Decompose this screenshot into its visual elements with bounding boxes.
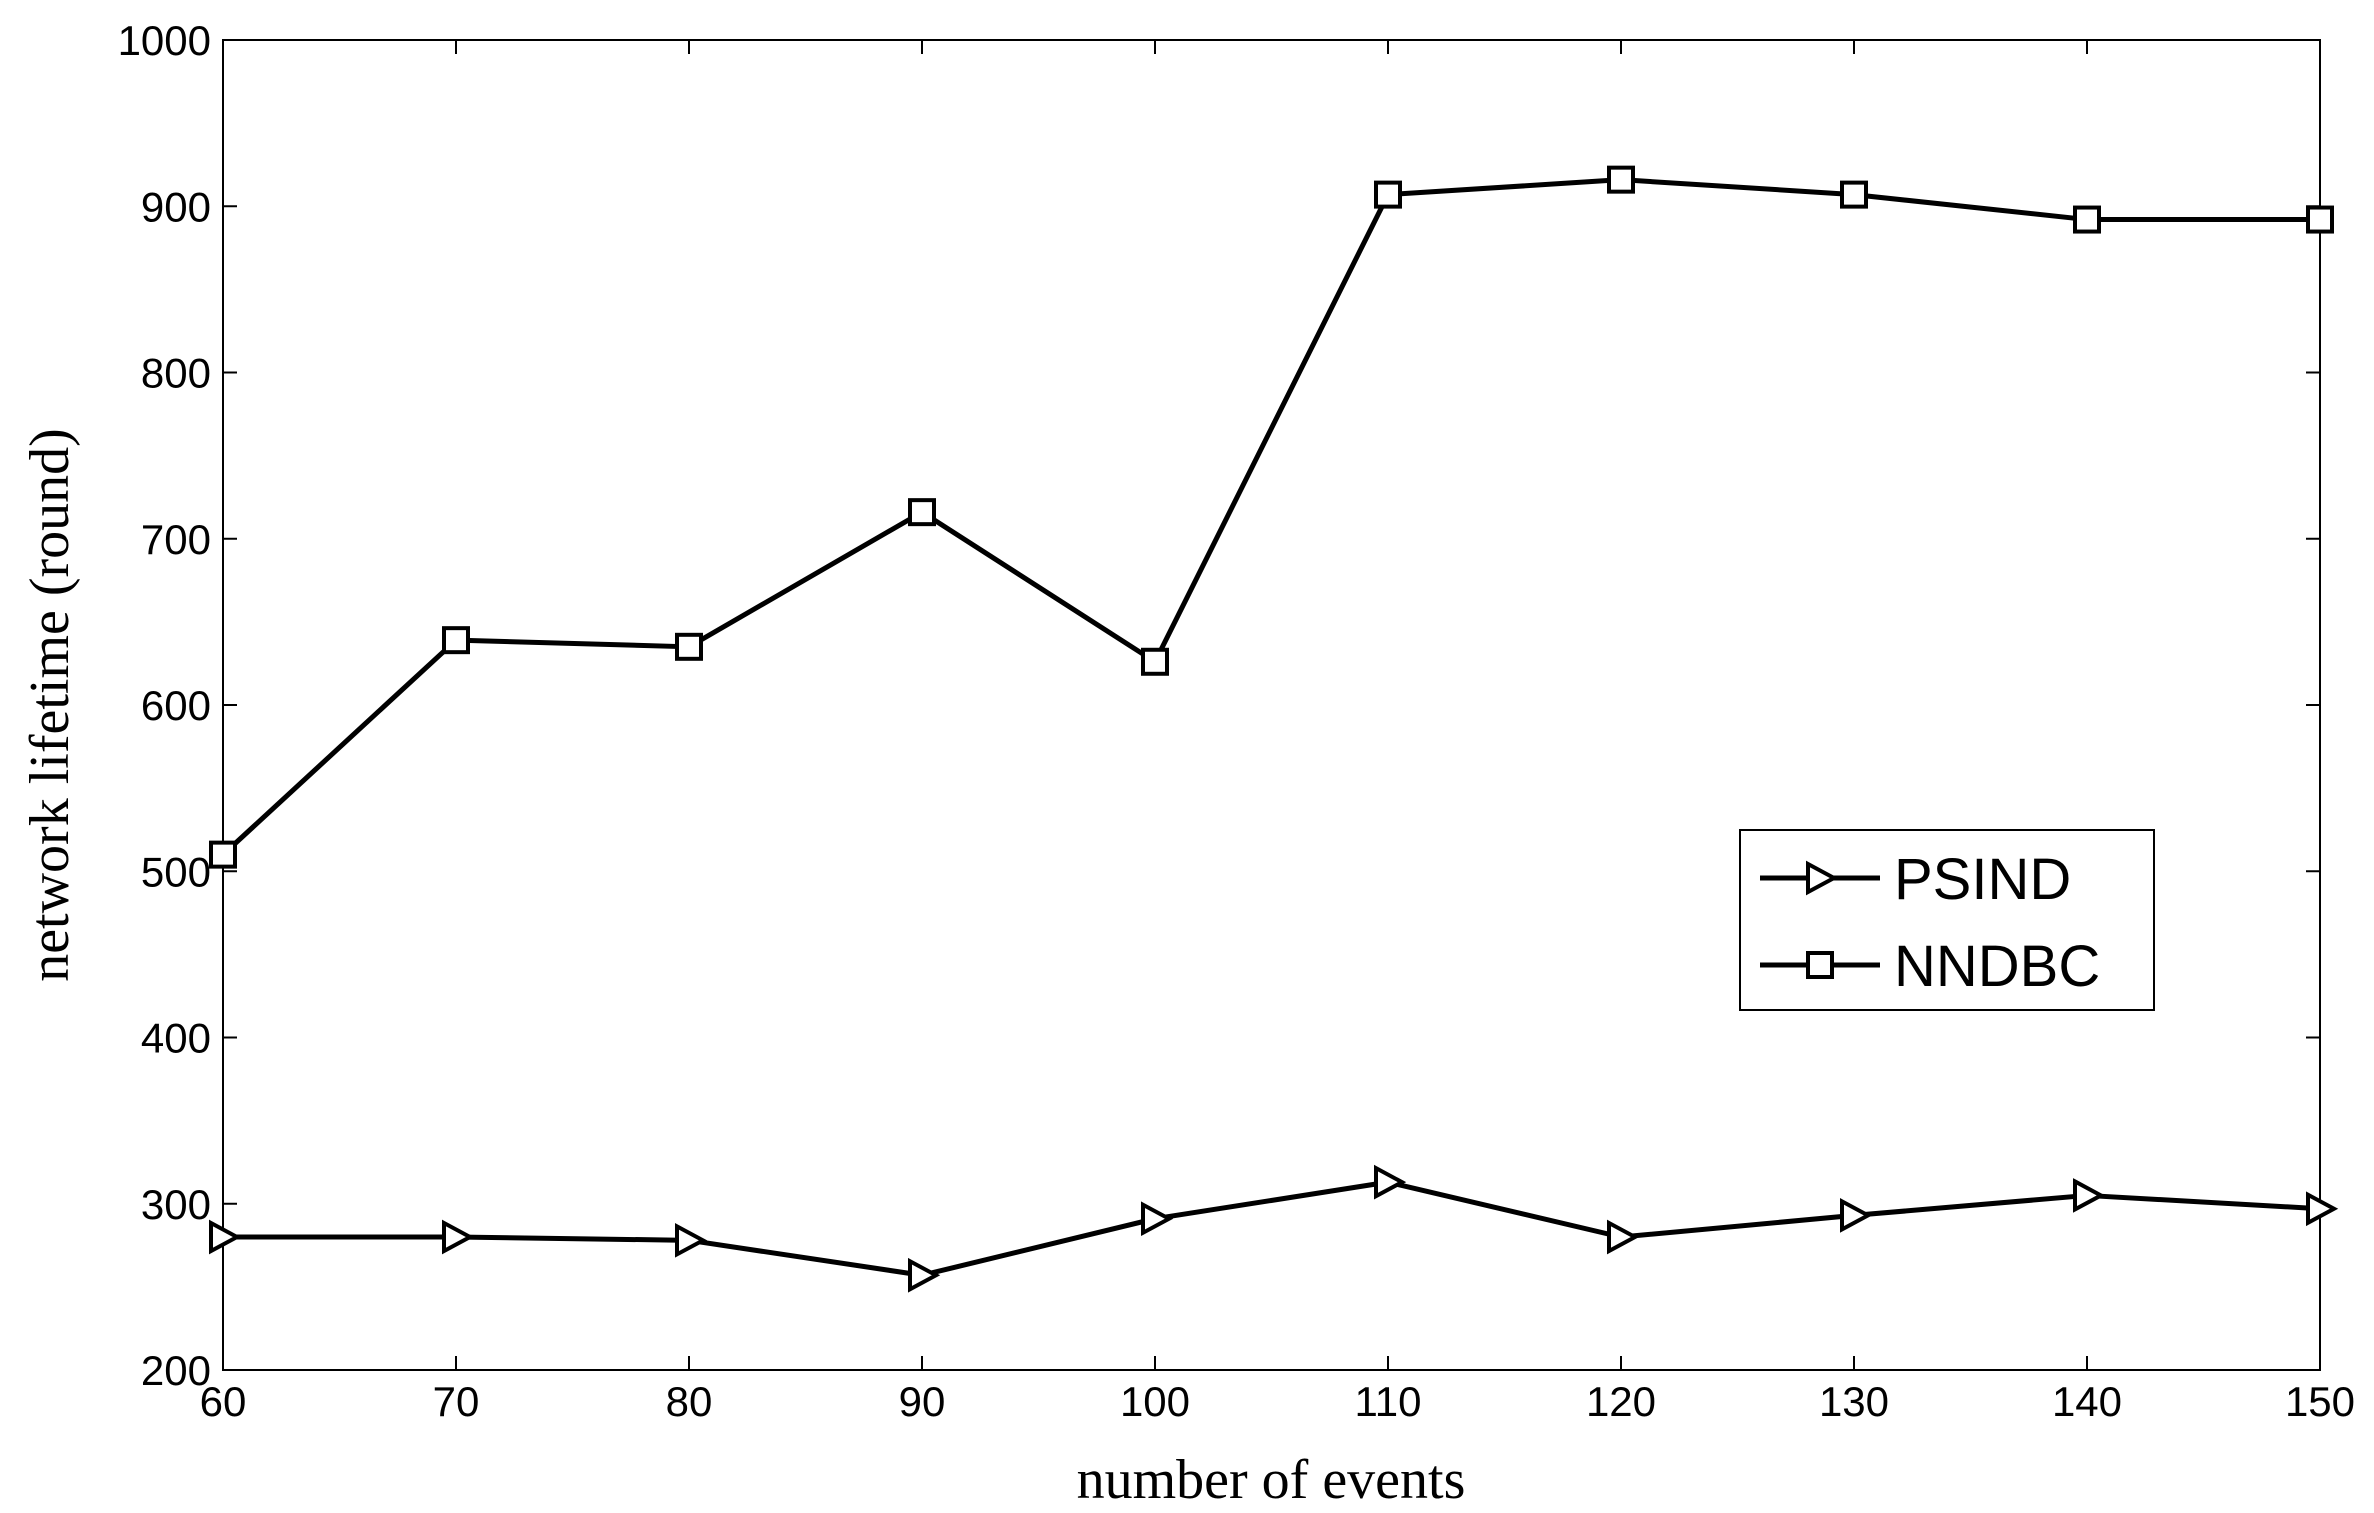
x-tick-label: 60	[200, 1378, 247, 1425]
legend-box	[1739, 829, 2155, 1011]
plot-area	[222, 39, 2321, 1371]
point-psind	[209, 1219, 242, 1255]
point-nndbc	[209, 840, 237, 869]
point-nndbc	[1607, 165, 1635, 194]
point-nndbc	[1141, 647, 1169, 676]
y-tick-label: 800	[141, 350, 211, 397]
legend-label-nndbc: NNDBC	[1894, 934, 2100, 999]
series-layer	[209, 165, 2339, 1293]
y-tick-label: 200	[141, 1347, 211, 1394]
series-line-nndbc	[221, 177, 2320, 857]
point-psind	[1607, 1219, 1640, 1255]
y-tick-label: 600	[141, 682, 211, 729]
y-tick-label: 1000	[118, 17, 211, 64]
point-psind	[1374, 1164, 1407, 1200]
legend-marker-psind	[1806, 860, 1839, 896]
point-psind	[1840, 1198, 1873, 1233]
x-tick-label: 110	[1355, 1378, 1422, 1425]
point-psind	[1141, 1201, 1174, 1237]
x-tick-label: 130	[1819, 1378, 1889, 1425]
point-nndbc	[675, 632, 703, 661]
point-nndbc	[442, 626, 470, 655]
x-tick-label: 80	[666, 1378, 713, 1425]
point-nndbc	[2306, 205, 2334, 234]
tick-labels: 60 70 80 90 100 110 120 130 140 150 200 300 400 500 60…	[118, 17, 2355, 1425]
point-psind	[908, 1257, 941, 1293]
x-tick-label: 120	[1586, 1378, 1656, 1425]
y-tick-label: 300	[141, 1181, 211, 1228]
legend: PSIND NNDBC	[1739, 829, 2155, 1011]
legend-label-psind: PSIND	[1894, 847, 2071, 912]
x-tick-label: 150	[2285, 1378, 2355, 1425]
y-axis-title: network lifetime (round)	[19, 428, 81, 982]
y-tick-label: 900	[141, 183, 211, 230]
y-tick-label: 500	[141, 848, 211, 895]
legend-marker-nndbc	[1806, 951, 1834, 979]
point-psind	[675, 1222, 708, 1258]
point-psind	[442, 1219, 475, 1255]
point-nndbc	[908, 498, 936, 527]
x-tick-label: 100	[1120, 1378, 1190, 1425]
axis-ticks	[222, 39, 2321, 1371]
series-line-psind	[223, 1179, 2321, 1278]
point-nndbc	[2073, 205, 2101, 234]
x-tick-label: 70	[433, 1378, 480, 1425]
x-tick-label: 90	[899, 1378, 946, 1425]
point-psind	[2073, 1178, 2106, 1213]
point-nndbc	[1374, 180, 1402, 209]
x-tick-label: 140	[2052, 1378, 2122, 1425]
point-nndbc	[1840, 180, 1868, 209]
y-tick-label: 700	[141, 516, 211, 563]
x-axis-title: number of events	[1077, 1449, 1466, 1511]
point-psind	[2306, 1191, 2339, 1227]
y-tick-label: 400	[141, 1015, 211, 1062]
